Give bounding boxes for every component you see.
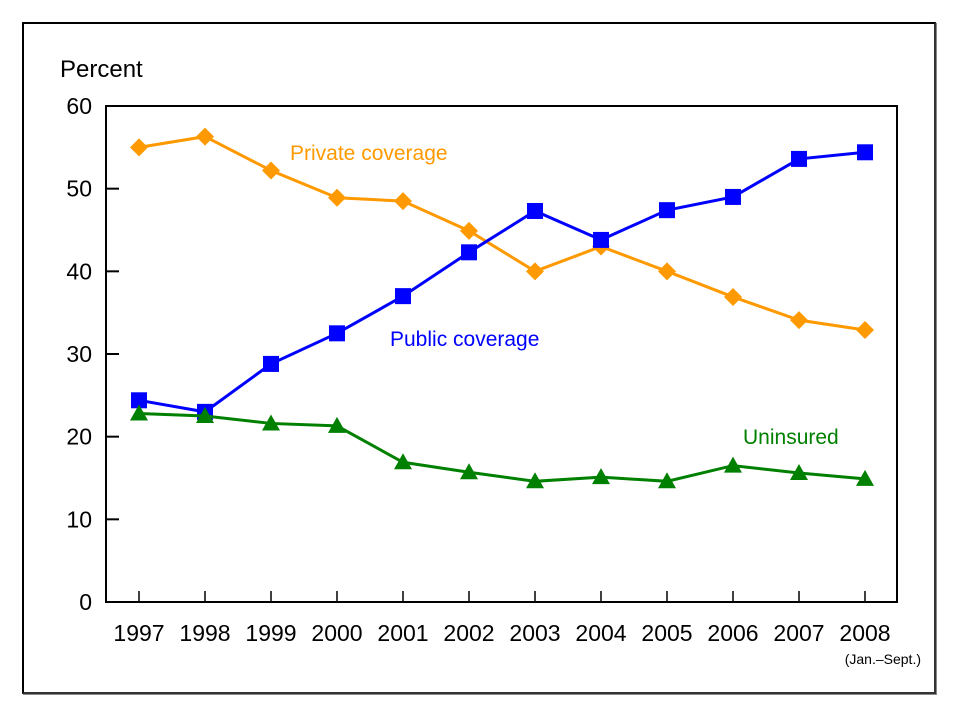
series-label-public: Public coverage: [390, 328, 539, 351]
data-point-diamond: [328, 188, 346, 207]
data-point-triangle: [592, 468, 610, 485]
y-tick-label: 40: [66, 258, 92, 284]
x-tick-label: 1999: [245, 620, 296, 646]
series-private-coverage: [130, 127, 874, 340]
data-point-triangle: [658, 472, 676, 489]
y-tick-label: 50: [66, 176, 92, 202]
x-tick-label: 2001: [377, 620, 428, 646]
data-point-square: [659, 202, 675, 219]
series-uninsured: [130, 404, 874, 489]
series-line: [138, 150, 866, 414]
data-point-triangle: [790, 464, 808, 481]
x-tick-label: 2002: [443, 620, 494, 646]
chart-frame: [22, 22, 936, 694]
series-public-coverage: [131, 144, 873, 420]
data-point-triangle: [196, 407, 214, 423]
data-point-square: [857, 144, 873, 161]
y-tick-label: 20: [66, 424, 92, 450]
data-point-triangle: [394, 453, 412, 470]
data-point-diamond: [790, 311, 808, 330]
data-point-triangle: [526, 472, 544, 489]
y-axis-label: Percent: [60, 56, 143, 83]
series-label-uninsured: Uninsured: [743, 426, 839, 449]
x-tick-label: 2007: [773, 620, 824, 646]
plot-area-border: [105, 105, 898, 603]
y-tick-label: 0: [79, 589, 92, 615]
y-tick-label: 10: [66, 506, 92, 532]
data-point-square: [395, 288, 411, 305]
data-point-square: [461, 244, 477, 261]
x-tick-label: 2005: [641, 620, 692, 646]
x-tick-label: 2006: [707, 620, 758, 646]
data-point-square: [725, 188, 741, 205]
data-point-square: [263, 355, 279, 372]
data-point-square: [791, 150, 807, 167]
data-point-diamond: [460, 221, 478, 240]
axes: [105, 105, 898, 603]
data-point-diamond: [394, 192, 412, 211]
data-point-diamond: [658, 262, 676, 281]
data-point-diamond: [724, 287, 742, 306]
y-ticks: 0 10 20 30 40 50 60: [66, 93, 119, 615]
data-point-diamond: [526, 262, 544, 281]
x-tick-label: 2008: [839, 620, 890, 646]
y-tick-label: 60: [66, 93, 92, 119]
data-point-square: [593, 231, 609, 248]
x-tick-label: 1997: [113, 620, 164, 646]
x-tick-label: 1998: [179, 620, 230, 646]
data-point-triangle: [328, 416, 346, 433]
data-point-triangle: [262, 414, 280, 431]
series-group: [130, 127, 874, 489]
data-point-diamond: [262, 161, 280, 180]
data-point-diamond: [196, 127, 214, 146]
series-line: [138, 412, 866, 483]
x-tick-label: 2000: [311, 620, 362, 646]
series-label-private: Private coverage: [290, 142, 448, 165]
x-axis-note: (Jan.–Sept.): [845, 651, 921, 667]
data-point-square: [329, 325, 345, 342]
data-point-triangle: [856, 469, 874, 486]
y-tick-label: 30: [66, 341, 92, 367]
data-point-square: [527, 202, 543, 219]
x-tick-label: 2003: [509, 620, 560, 646]
x-tick-label: 2004: [575, 620, 626, 646]
data-point-triangle: [724, 456, 742, 473]
series-line: [138, 135, 866, 332]
data-point-square: [131, 392, 147, 409]
data-point-triangle: [130, 404, 148, 421]
data-point-triangle: [460, 463, 478, 480]
x-ticks: 1997 1998 1999 2000 2001 2002 2003 2004 2005 2006…: [113, 591, 891, 646]
data-point-diamond: [130, 138, 148, 157]
data-point-diamond: [856, 321, 874, 340]
